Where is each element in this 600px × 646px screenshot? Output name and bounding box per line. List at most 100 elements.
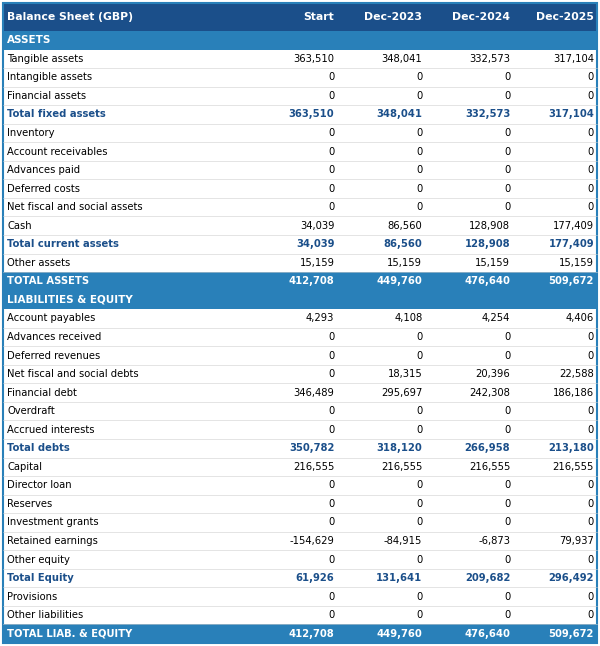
Text: 332,573: 332,573 [469, 54, 510, 64]
Text: 216,555: 216,555 [293, 462, 334, 472]
Text: 0: 0 [328, 72, 334, 82]
Bar [3, 402, 597, 421]
Text: 0: 0 [416, 424, 422, 435]
Text: Account payables: Account payables [7, 313, 95, 324]
Text: 216,555: 216,555 [381, 462, 422, 472]
Text: 213,180: 213,180 [548, 443, 594, 453]
Bar [3, 309, 597, 328]
Text: 0: 0 [328, 332, 334, 342]
Text: 177,409: 177,409 [548, 239, 594, 249]
Text: 186,186: 186,186 [553, 388, 594, 398]
Text: 0: 0 [416, 481, 422, 490]
Text: Deferred revenues: Deferred revenues [7, 351, 100, 360]
Bar [3, 587, 597, 606]
Text: 0: 0 [588, 592, 594, 601]
Text: 177,409: 177,409 [553, 221, 594, 231]
Text: 20,396: 20,396 [475, 369, 510, 379]
Text: 348,041: 348,041 [382, 54, 422, 64]
Text: 476,640: 476,640 [464, 629, 510, 639]
Text: 449,760: 449,760 [377, 629, 422, 639]
Text: 0: 0 [588, 499, 594, 509]
Text: Accrued interests: Accrued interests [7, 424, 95, 435]
Text: Total fixed assets: Total fixed assets [7, 109, 106, 120]
Bar [3, 365, 597, 383]
Text: 0: 0 [328, 183, 334, 194]
Text: 449,760: 449,760 [377, 276, 422, 286]
Text: 0: 0 [588, 165, 594, 175]
Bar [3, 625, 597, 643]
Text: 0: 0 [588, 424, 594, 435]
Text: 15,159: 15,159 [388, 258, 422, 268]
Bar [3, 495, 597, 513]
Text: Reserves: Reserves [7, 499, 52, 509]
Text: 0: 0 [504, 147, 510, 156]
Text: 0: 0 [328, 147, 334, 156]
Text: Dec-2024: Dec-2024 [452, 12, 510, 22]
Text: 242,308: 242,308 [469, 388, 510, 398]
Bar [3, 569, 597, 587]
Text: Director loan: Director loan [7, 481, 71, 490]
Text: 509,672: 509,672 [548, 629, 594, 639]
Text: 0: 0 [588, 517, 594, 527]
Text: Deferred costs: Deferred costs [7, 183, 80, 194]
Text: Balance Sheet (GBP): Balance Sheet (GBP) [7, 12, 133, 22]
Text: 346,489: 346,489 [293, 388, 334, 398]
Text: Cash: Cash [7, 221, 32, 231]
Bar [3, 31, 597, 50]
Text: 0: 0 [416, 406, 422, 416]
Text: Total Equity: Total Equity [7, 573, 74, 583]
Text: 4,406: 4,406 [566, 313, 594, 324]
Text: 0: 0 [416, 610, 422, 620]
Text: 0: 0 [328, 499, 334, 509]
Text: 509,672: 509,672 [548, 276, 594, 286]
Text: 15,159: 15,159 [559, 258, 594, 268]
Text: 0: 0 [328, 165, 334, 175]
Bar [3, 476, 597, 495]
Text: 0: 0 [588, 610, 594, 620]
Text: 0: 0 [416, 592, 422, 601]
Text: 0: 0 [588, 128, 594, 138]
Bar [3, 161, 597, 180]
Text: 0: 0 [328, 369, 334, 379]
Text: Overdraft: Overdraft [7, 406, 55, 416]
Text: Financial debt: Financial debt [7, 388, 77, 398]
Text: 0: 0 [504, 332, 510, 342]
Text: 0: 0 [504, 72, 510, 82]
Bar [3, 253, 597, 272]
Text: 0: 0 [416, 147, 422, 156]
Text: 0: 0 [416, 72, 422, 82]
Text: 0: 0 [588, 351, 594, 360]
Bar [3, 50, 597, 68]
Text: 0: 0 [416, 554, 422, 565]
Bar [3, 180, 597, 198]
Text: Investment grants: Investment grants [7, 517, 98, 527]
Text: 266,958: 266,958 [464, 443, 510, 453]
Text: 86,560: 86,560 [383, 239, 422, 249]
Text: 79,937: 79,937 [559, 536, 594, 546]
Text: 348,041: 348,041 [376, 109, 422, 120]
Text: 22,588: 22,588 [559, 369, 594, 379]
Text: 318,120: 318,120 [377, 443, 422, 453]
Text: 0: 0 [416, 332, 422, 342]
Text: 0: 0 [504, 128, 510, 138]
Text: 332,573: 332,573 [465, 109, 510, 120]
Text: 0: 0 [504, 481, 510, 490]
Text: 0: 0 [416, 128, 422, 138]
Text: 0: 0 [416, 165, 422, 175]
Text: 0: 0 [416, 351, 422, 360]
Text: 0: 0 [588, 147, 594, 156]
Text: 412,708: 412,708 [289, 276, 334, 286]
Text: ASSETS: ASSETS [7, 36, 52, 45]
Text: 131,641: 131,641 [376, 573, 422, 583]
Text: 0: 0 [328, 202, 334, 212]
Text: Other assets: Other assets [7, 258, 70, 268]
Text: 128,908: 128,908 [464, 239, 510, 249]
Text: TOTAL LIAB. & EQUITY: TOTAL LIAB. & EQUITY [7, 629, 132, 639]
Text: 0: 0 [588, 332, 594, 342]
Bar [3, 124, 597, 142]
Bar [3, 142, 597, 161]
Text: 0: 0 [416, 499, 422, 509]
Text: 0: 0 [328, 592, 334, 601]
Text: 0: 0 [588, 202, 594, 212]
Text: 15,159: 15,159 [475, 258, 510, 268]
